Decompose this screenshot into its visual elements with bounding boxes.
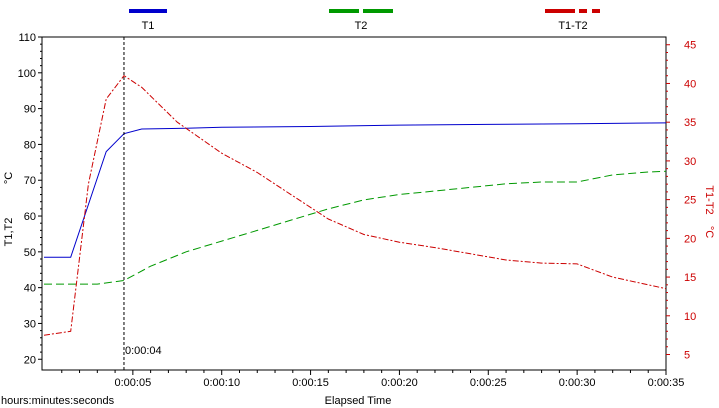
x-tick-label: 0:00:05: [115, 377, 152, 389]
x-tick-label: 0:00:30: [559, 377, 596, 389]
y-right-tick-label: 5: [684, 350, 690, 362]
plot-area: [41, 36, 667, 371]
legend-swatch: [329, 9, 359, 13]
y-left-tick-label: 100: [18, 68, 36, 80]
series-line-t1-t2: [43, 75, 667, 336]
x-unit-label: hours:minutes:seconds: [1, 395, 115, 407]
y-left-label: T1,T2: [3, 218, 15, 247]
legend-item-t1-t2[interactable]: T1-T2: [545, 9, 600, 32]
series-line-t1: [44, 122, 667, 258]
y-left-tick-label: 90: [24, 104, 36, 116]
legend-swatch: [363, 9, 393, 13]
legend-swatch: [545, 9, 575, 13]
x-tick-label: 0:00:35: [648, 377, 685, 389]
legend-label: T2: [355, 20, 368, 32]
x-tick-label: 0:00:10: [203, 377, 240, 389]
series-group: [43, 75, 667, 336]
legend: T1 T2 T1-T2: [129, 9, 600, 32]
y-right-tick-label: 30: [684, 156, 696, 168]
legend-swatch: [129, 9, 167, 13]
y-right-tick-label: 15: [684, 272, 696, 284]
y-left-tick-label: 60: [24, 211, 36, 223]
y-right-tick-label: 40: [684, 78, 696, 90]
legend-item-t2[interactable]: T2: [329, 9, 393, 32]
y-right-unit: °C: [703, 226, 715, 238]
y-left-tick-label: 30: [24, 318, 36, 330]
y-right-tick-label: 25: [684, 195, 696, 207]
legend-label: T1-T2: [558, 20, 587, 32]
y-right-label: T1-T2: [703, 185, 715, 214]
x-axis-label: Elapsed Time: [325, 395, 392, 407]
y-left-tick-label: 70: [24, 175, 36, 187]
legend-item-t1[interactable]: T1: [129, 9, 167, 32]
legend-label: T1: [142, 20, 155, 32]
y-left-tick-label: 40: [24, 283, 36, 295]
x-tick-label: 0:00:20: [381, 377, 418, 389]
y-right-tick-label: 35: [684, 117, 696, 129]
x-tick-label: 0:00:25: [470, 377, 507, 389]
legend-swatch: [579, 9, 587, 13]
cursor-label: 0:00:04: [125, 345, 162, 357]
y-right-tick-label: 20: [684, 233, 696, 245]
series-line-t2: [44, 170, 667, 285]
y-right-tick-label: 10: [684, 311, 696, 323]
x-tick-label: 0:00:15: [292, 377, 329, 389]
axes: 20 30 40 50 60 70 80 90 100 110 5 10 15 20 25 30 35 40 45 0…: [18, 32, 697, 389]
y-left-tick-label: 110: [18, 32, 36, 44]
y-left-tick-label: 20: [24, 354, 36, 366]
y-right-tick-label: 45: [684, 40, 696, 52]
y-left-tick-label: 80: [24, 139, 36, 151]
y-left-unit: °C: [3, 172, 15, 184]
legend-swatch: [592, 9, 600, 13]
y-left-tick-label: 50: [24, 247, 36, 259]
